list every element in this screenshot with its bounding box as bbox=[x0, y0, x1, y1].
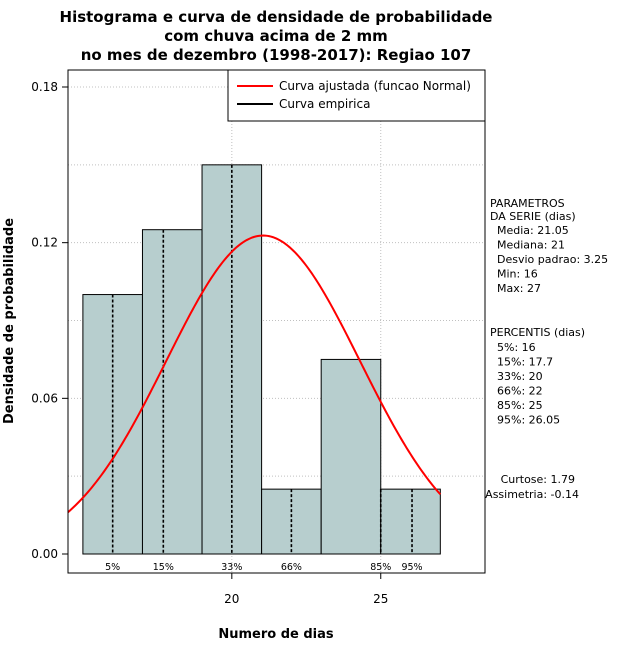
y-tick-label: 0.18 bbox=[31, 80, 58, 94]
legend-box bbox=[227, 69, 486, 122]
percentil-line: 95%: 26.05 bbox=[497, 414, 560, 427]
percentile-label: 5% bbox=[105, 562, 120, 573]
parametros-heading-1: PARAMETROS bbox=[490, 197, 565, 210]
percentis-panel: PERCENTIS (dias) 5%: 16 15%: 17.7 33%: 2… bbox=[490, 326, 585, 427]
x-axis-title: Numero de dias bbox=[218, 627, 334, 642]
stats-panel: Curtose: 1.79 Assimetria: -0.14 bbox=[485, 473, 579, 501]
chart-title: Histograma e curva de densidade de proba… bbox=[60, 8, 493, 64]
percentile-label: 33% bbox=[221, 562, 242, 573]
parametros-panel: PARAMETROS DA SERIE (dias) Media: 21.05 … bbox=[490, 197, 608, 295]
histogram-bar bbox=[201, 164, 263, 555]
legend-label-empirical: Curva empirica bbox=[279, 97, 370, 111]
percentil-line: 5%: 16 bbox=[497, 341, 536, 354]
histogram-bar bbox=[141, 229, 203, 555]
histogram-bar bbox=[380, 488, 441, 555]
percentil-line: 85%: 25 bbox=[497, 399, 543, 412]
x-tick-label: 25 bbox=[373, 592, 388, 606]
parametro-line: Min: 16 bbox=[497, 268, 538, 281]
assimetria-label: Assimetria: -0.14 bbox=[485, 488, 579, 501]
legend: Curva ajustada (funcao Normal) Curva emp… bbox=[227, 69, 486, 122]
chart-title-line-1: Histograma e curva de densidade de proba… bbox=[60, 8, 493, 26]
percentile-label: 85% bbox=[370, 562, 391, 573]
legend-label-fitted: Curva ajustada (funcao Normal) bbox=[279, 79, 471, 93]
percentis-heading: PERCENTIS (dias) bbox=[490, 326, 585, 339]
parametro-line: Mediana: 21 bbox=[497, 239, 565, 252]
y-axis-title: Densidade de probabilidade bbox=[2, 218, 17, 424]
parametro-line: Max: 27 bbox=[497, 282, 541, 295]
parametro-line: Desvio padrao: 3.25 bbox=[497, 253, 608, 266]
parametro-line: Media: 21.05 bbox=[497, 224, 569, 237]
axes: 0.00 0.06 0.12 0.18 20 25 bbox=[31, 80, 388, 606]
histogram-bar bbox=[320, 358, 382, 555]
y-tick-label: 0.06 bbox=[31, 391, 58, 405]
percentile-label: 95% bbox=[401, 562, 422, 573]
chart-title-line-3: no mes de dezembro (1998-2017): Regiao 1… bbox=[81, 46, 472, 64]
percentil-line: 33%: 20 bbox=[497, 370, 543, 383]
parametros-heading-2: DA SERIE (dias) bbox=[490, 210, 576, 223]
histogram-bars bbox=[82, 164, 441, 555]
percentile-label: 66% bbox=[281, 562, 302, 573]
chart-title-line-2: com chuva acima de 2 mm bbox=[164, 27, 388, 45]
y-tick-label: 0.12 bbox=[31, 236, 58, 250]
percentil-line: 66%: 22 bbox=[497, 385, 543, 398]
y-tick-label: 0.00 bbox=[31, 547, 58, 561]
percentil-line: 15%: 17.7 bbox=[497, 356, 553, 369]
fitted-normal-curve bbox=[67, 234, 442, 513]
percentile-lines: 5% 15% 33% 66% 85% 95% bbox=[105, 164, 423, 573]
x-tick-label: 20 bbox=[224, 592, 239, 606]
curtose-label: Curtose: 1.79 bbox=[501, 473, 575, 486]
percentile-label: 15% bbox=[153, 562, 174, 573]
